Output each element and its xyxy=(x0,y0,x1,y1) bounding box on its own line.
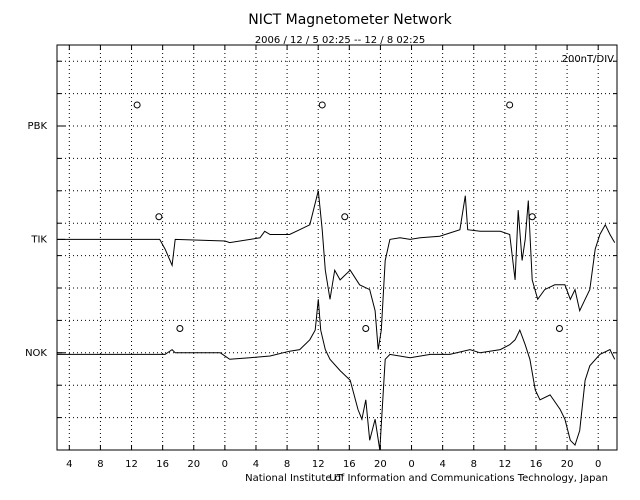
x-tick-label: 4 xyxy=(439,459,445,470)
marker xyxy=(341,213,349,221)
marker xyxy=(318,101,326,109)
y-tick-label: PBK xyxy=(28,121,48,132)
x-tick-label: 8 xyxy=(97,459,103,470)
x-tick-label: 4 xyxy=(253,459,259,470)
x-tick-label: 16 xyxy=(343,459,356,470)
x-tick-label: 16 xyxy=(530,459,543,470)
x-tick-label: 20 xyxy=(187,459,200,470)
marker xyxy=(362,325,370,332)
chart-subtitle: 2006 / 12 / 5 02:25 -- 12 / 8 02:25 xyxy=(255,35,425,46)
marker xyxy=(506,101,514,109)
plot-frame xyxy=(56,44,618,451)
x-tick-label: 4 xyxy=(66,459,72,470)
marker xyxy=(176,325,184,332)
x-tick-label: 0 xyxy=(222,459,228,470)
x-tick-label: 12 xyxy=(499,459,512,470)
chart-title: NICT Magnetometer Network xyxy=(248,12,452,28)
marker xyxy=(155,213,163,221)
x-tick-label: 0 xyxy=(408,459,414,470)
marker xyxy=(133,101,141,109)
trace xyxy=(57,190,616,350)
x-tick-label: 16 xyxy=(156,459,169,470)
x-tick-label: 8 xyxy=(471,459,477,470)
marker xyxy=(555,325,563,332)
x-tick-label: 20 xyxy=(561,459,574,470)
marker xyxy=(528,213,536,221)
y-tick-label: TIK xyxy=(30,234,47,245)
x-axis-label: UT xyxy=(329,473,343,484)
x-tick-label: 12 xyxy=(312,459,325,470)
x-tick-label: 0 xyxy=(595,459,601,470)
x-tick-label: 20 xyxy=(374,459,387,470)
scale-label: 200nT/DIV xyxy=(562,54,615,65)
y-tick-label: NOK xyxy=(25,348,47,359)
footer: National Institute of Information and Co… xyxy=(245,473,608,484)
x-tick-label: 12 xyxy=(125,459,138,470)
x-tick-label: 8 xyxy=(284,459,290,470)
trace xyxy=(57,299,616,451)
